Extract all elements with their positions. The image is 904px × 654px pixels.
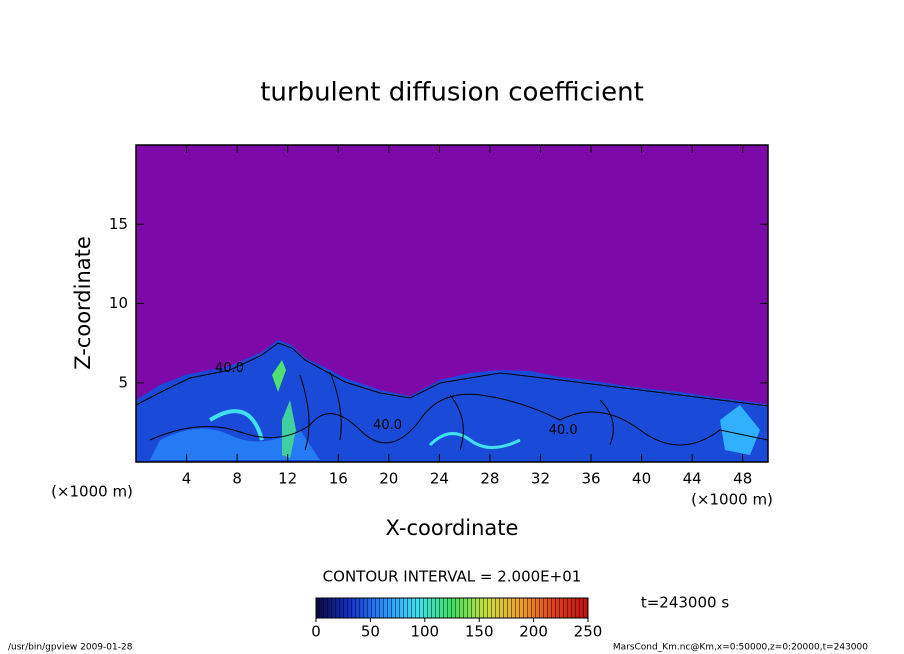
turbulent-region [150,428,320,460]
footer-right: MarsCond_Km.nc@Km,x=0:50000,z=0:20000,t=… [613,643,868,653]
chart-title: turbulent diffusion coefficient [260,78,644,108]
x-tick-label: 36 [581,470,600,488]
x-tick-label: 44 [683,470,702,488]
x-tick-label: 12 [278,470,297,488]
y-tick-label: 15 [109,215,128,233]
colorbar-tick-label: 150 [465,623,494,641]
y-tick-label: 10 [109,294,128,312]
field [136,340,768,462]
x-tick-label: 4 [182,470,192,488]
x-tick-label: 8 [232,470,242,488]
turbulent-region [208,409,264,441]
contour-label: 40.0 [549,423,578,438]
x-tick-label: 24 [430,470,449,488]
turbulent-region [272,360,286,392]
contour-label: 40.0 [373,418,402,433]
time-label: t=243000 s [641,594,729,612]
turbulent-region [720,405,760,455]
x-tick-label: 40 [632,470,651,488]
y-tick-label: 5 [118,373,128,391]
colorbar-tick-label: 50 [361,623,380,641]
x-unit-label: (×1000 m) [691,491,773,509]
contour-lines [136,342,768,451]
colorbar-tick-label: 0 [311,623,321,641]
x-tick-label: 32 [531,470,550,488]
turbulent-region [428,432,521,449]
colorbar-tick-label: 100 [410,623,439,641]
y-axis-title: Z-coordinate [71,236,95,370]
colorbar-tick-label: 200 [519,623,548,641]
x-tick-label: 16 [329,470,348,488]
x-tick-label: 28 [480,470,499,488]
x-axis-title: X-coordinate [386,516,519,540]
colorbar-tick-label: 250 [574,623,603,641]
x-unit-label: (×1000 m) [51,483,133,501]
footer-left: /usr/bin/gpview 2009-01-28 [8,643,133,653]
colorbar-stripes [316,598,588,618]
x-tick-label: 20 [379,470,398,488]
x-tick-label: 48 [733,470,752,488]
turbulent-region [282,400,296,458]
contour-label: 40.0 [215,361,244,376]
contour-interval: CONTOUR INTERVAL = 2.000E+01 [323,568,582,586]
